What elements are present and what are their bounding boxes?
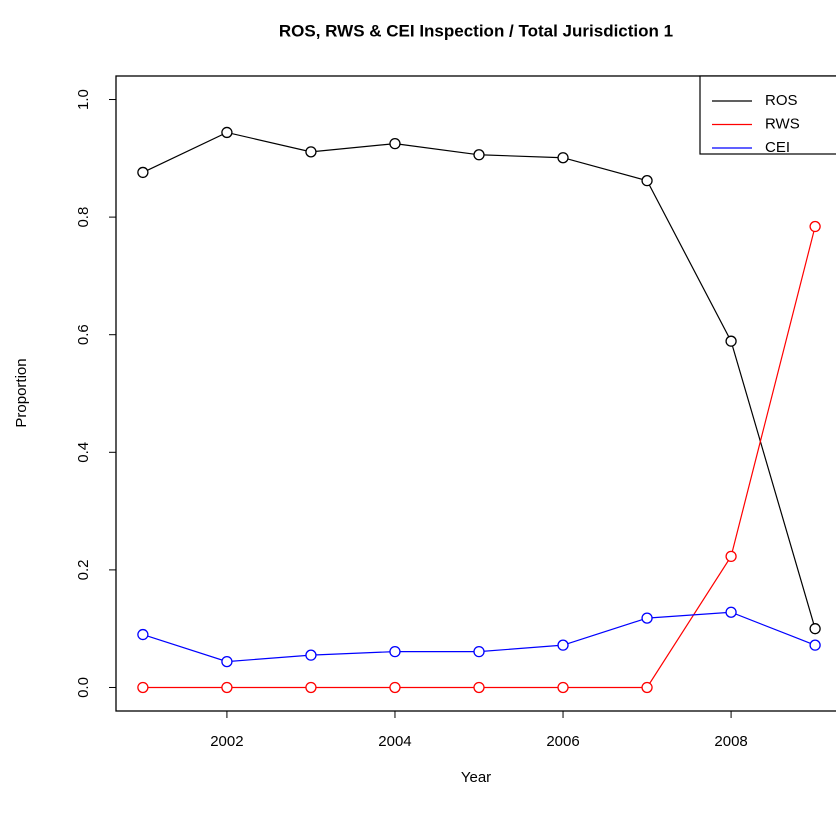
y-tick-label: 0.8	[75, 207, 92, 228]
point	[389, 681, 401, 694]
x-tick-label: 2008	[714, 733, 747, 750]
point	[809, 220, 821, 233]
y-axis-label: Proportion	[13, 358, 30, 427]
point	[305, 681, 317, 694]
x-axis-label: Year	[461, 769, 491, 786]
chart-title: ROS, RWS & CEI Inspection / Total Jurisd…	[279, 21, 673, 40]
plot-box	[115, 75, 836, 712]
point	[221, 126, 233, 139]
point	[137, 166, 149, 179]
point	[809, 623, 821, 635]
point	[305, 146, 317, 158]
x-tick-label: 2004	[378, 733, 411, 750]
legend-label: RWS	[765, 115, 800, 132]
series-line	[142, 226, 816, 689]
point	[473, 681, 485, 694]
point	[473, 149, 485, 161]
point	[137, 681, 149, 694]
legend-box	[699, 75, 836, 155]
y-tick-label: 0.4	[75, 442, 92, 463]
point	[641, 612, 653, 624]
point	[725, 335, 737, 347]
point	[809, 639, 821, 651]
point	[305, 649, 317, 661]
point	[725, 606, 737, 618]
point	[557, 639, 569, 651]
y-tick-label: 0.6	[75, 324, 92, 345]
point	[557, 681, 569, 694]
point	[641, 681, 653, 694]
y-tick-label: 0.2	[75, 559, 92, 580]
series-line	[142, 131, 816, 629]
point	[221, 655, 233, 668]
point	[137, 628, 149, 641]
point	[641, 175, 653, 187]
point	[557, 152, 569, 164]
x-tick-label: 2006	[546, 733, 579, 750]
point	[389, 645, 401, 658]
legend-label: CEI	[765, 139, 790, 156]
legend-label: ROS	[765, 92, 798, 109]
point	[725, 550, 737, 563]
y-tick-label: 0.0	[75, 677, 92, 698]
x-tick-label: 2002	[210, 733, 243, 750]
point	[221, 681, 233, 694]
point	[473, 645, 485, 658]
y-tick-label: 1.0	[75, 89, 92, 110]
point	[389, 137, 401, 150]
